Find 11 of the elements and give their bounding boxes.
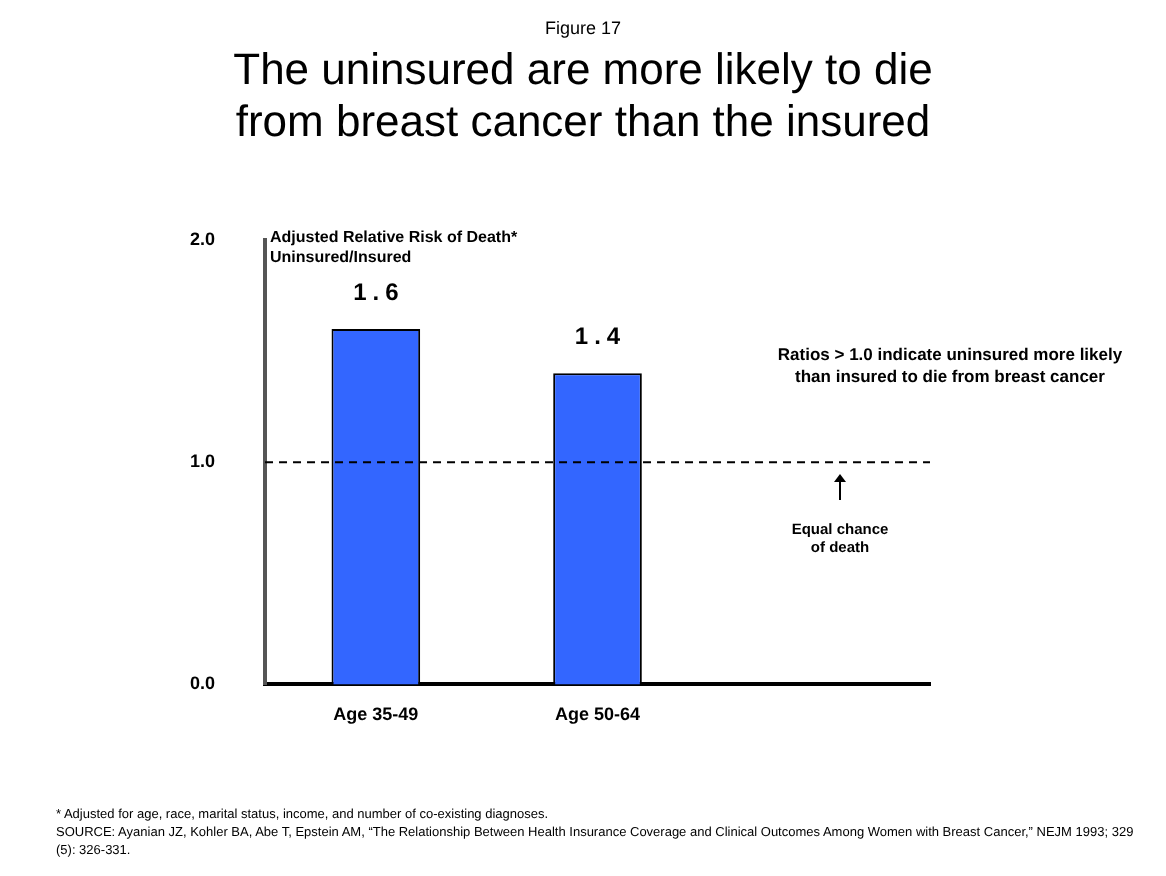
y-tick-label: 1.0 — [189, 451, 216, 472]
data-label: 1.6 — [353, 277, 405, 306]
chart-title: The uninsured are more likely to die from breast cancer than the insured — [231, 44, 935, 148]
y-axis-title: Adjusted Relative Risk of Death* Uninsured/Insured — [270, 228, 518, 268]
annotation: Ratios > 1.0 indicate uninsured more likely than insured to die from breast cancer — [775, 344, 1125, 388]
chart-subtitle: Figure 17 — [542, 18, 624, 38]
x-tick-label: Age 50-64 — [554, 704, 641, 725]
y-tick-label: 2.0 — [189, 228, 216, 249]
y-tick-label: 0.0 — [189, 673, 216, 694]
x-tick-label: Age 35-49 — [333, 704, 419, 725]
data-label: 1.4 — [574, 321, 627, 350]
